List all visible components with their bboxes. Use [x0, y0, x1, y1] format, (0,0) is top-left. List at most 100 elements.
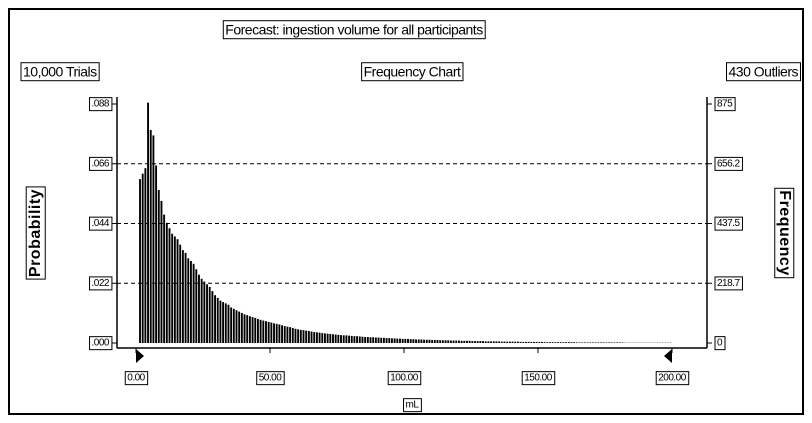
bar [535, 341, 538, 343]
bar [291, 327, 294, 343]
bar [345, 335, 348, 343]
bar [139, 179, 141, 343]
bar [452, 340, 455, 343]
bar [302, 330, 305, 343]
bar [490, 341, 493, 343]
y2-axis-label: Frequency [776, 190, 793, 275]
bar [605, 342, 608, 343]
bar [380, 337, 383, 343]
bar [149, 129, 152, 343]
y-axis-label: Probability [27, 189, 44, 277]
label-box [89, 336, 113, 351]
label-box [25, 186, 46, 280]
bar [361, 336, 364, 343]
bar [348, 335, 350, 343]
bar [444, 340, 447, 343]
x-axis-label: mL [406, 400, 420, 411]
bar [299, 329, 302, 343]
bar [254, 317, 257, 343]
bar [586, 342, 589, 343]
bar [423, 339, 426, 343]
label-box [714, 276, 743, 291]
bar [310, 331, 313, 343]
outliers: 430 Outliers [729, 64, 799, 80]
bar [527, 341, 530, 343]
bar [173, 236, 176, 343]
bar [147, 102, 149, 344]
x-tick-label: 0.00 [127, 373, 145, 384]
chart-name: Frequency Chart [364, 64, 461, 80]
bar [329, 333, 332, 343]
label-box [20, 62, 100, 82]
bar [551, 342, 554, 343]
bar [618, 342, 621, 343]
bar [460, 340, 463, 343]
bar [281, 325, 283, 343]
bar [554, 342, 557, 343]
label-box [655, 371, 690, 386]
y2-tick-label: 656.2 [717, 158, 740, 169]
bar [155, 165, 158, 343]
bar [243, 314, 246, 343]
bar [230, 307, 233, 343]
label-box [714, 97, 736, 112]
bar [163, 214, 166, 343]
bar [224, 303, 227, 343]
bar [265, 321, 267, 343]
bar [602, 342, 605, 343]
bar [573, 342, 576, 343]
bar [358, 336, 361, 343]
bar [541, 341, 543, 343]
bar [283, 326, 286, 343]
forecast-title: Forecast: ingestion volume for all parti… [225, 22, 483, 38]
bar [275, 323, 278, 343]
bar [289, 327, 292, 343]
bar [594, 342, 597, 343]
bar [391, 338, 393, 343]
bar [479, 341, 482, 343]
bar [589, 342, 592, 343]
label-box [774, 187, 795, 279]
label-box [403, 398, 422, 413]
y-tick-label: .066 [92, 158, 110, 169]
bar [610, 342, 613, 343]
bar [238, 311, 241, 343]
y-tick-label: .000 [92, 338, 110, 349]
bar [559, 342, 562, 343]
bar [248, 316, 251, 343]
label-box [714, 336, 726, 351]
bar [407, 338, 409, 343]
label-box [714, 216, 743, 231]
bar [562, 342, 565, 343]
bar [436, 339, 439, 343]
x-tick-label: 200.00 [658, 373, 687, 384]
bar [206, 284, 208, 343]
bar [567, 342, 570, 343]
bar [583, 342, 586, 343]
bar [176, 239, 179, 343]
bar [160, 200, 163, 343]
bar [332, 334, 334, 343]
bar [575, 342, 578, 343]
bar [382, 337, 385, 343]
bar [511, 341, 514, 343]
bar [522, 341, 525, 343]
bar [144, 168, 147, 343]
bar [600, 342, 602, 343]
bar [257, 318, 259, 343]
bar [425, 339, 428, 343]
bar [313, 332, 316, 343]
bar [484, 341, 487, 343]
bar [412, 339, 415, 343]
bar [219, 300, 222, 343]
bar [525, 341, 527, 343]
bar [267, 321, 270, 343]
label-box [387, 371, 422, 386]
bar [508, 341, 511, 343]
bar [597, 342, 600, 343]
bar [168, 228, 171, 343]
bar [516, 341, 519, 343]
label-box [124, 371, 149, 386]
bar [500, 341, 503, 343]
